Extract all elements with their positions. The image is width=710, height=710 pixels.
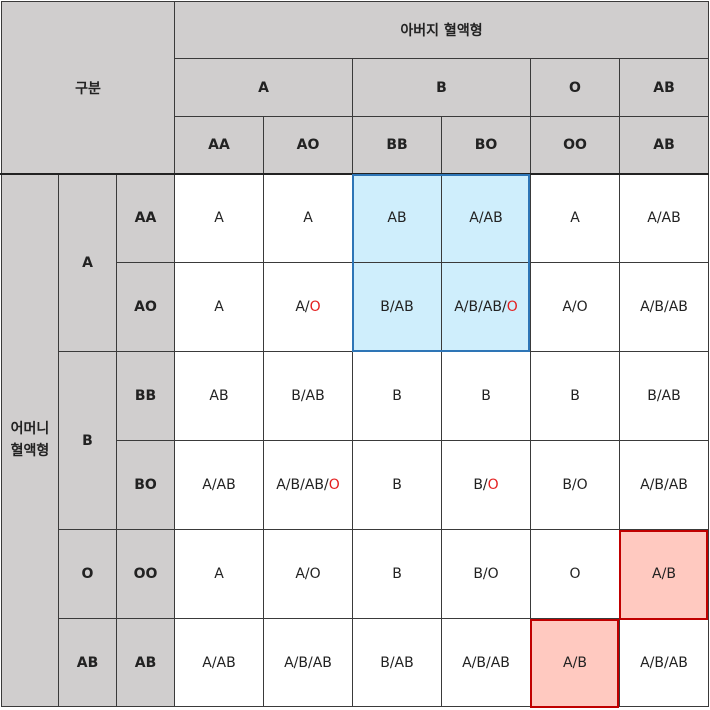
mother-type-a: A xyxy=(58,173,117,352)
mother-genotype-bb: BB xyxy=(116,351,175,441)
mother-title-line2: 혈액형 xyxy=(10,443,50,459)
mother-genotype-ab: AB xyxy=(116,618,175,707)
father-type-a: A xyxy=(174,58,353,117)
result-cell: A xyxy=(530,173,620,263)
mother-genotype-bo: BO xyxy=(116,440,175,530)
mother-genotype-aa: AA xyxy=(116,173,175,263)
father-blood-type-title: 아버지 혈액형 xyxy=(174,1,709,59)
result-cell-highlighted: A/B xyxy=(619,529,709,619)
result-cell: B/AB xyxy=(263,351,353,441)
result-cell: A xyxy=(263,173,353,263)
result-cell-highlighted: A/B xyxy=(530,618,620,707)
father-genotype-bb: BB xyxy=(352,116,442,174)
result-cell: A/AB xyxy=(619,173,709,263)
result-cell: B/O xyxy=(441,529,531,619)
result-cell-highlighted: B/AB xyxy=(352,262,442,352)
result-cell: A/B/AB xyxy=(263,618,353,707)
father-type-ab: AB xyxy=(619,58,709,117)
result-cell: B xyxy=(352,440,442,530)
result-cell: A/B/AB xyxy=(441,618,531,707)
mother-blood-type-title: 어머니 혈액형 xyxy=(1,173,59,707)
header-divider-line xyxy=(0,173,709,175)
result-cell: B xyxy=(530,351,620,441)
mother-type-o: O xyxy=(58,529,117,619)
father-type-b: B xyxy=(352,58,531,117)
result-cell: A/AB xyxy=(174,440,264,530)
father-genotype-ab: AB xyxy=(619,116,709,174)
result-cell: B xyxy=(352,351,442,441)
result-cell: A/O xyxy=(263,529,353,619)
father-genotype-ao: AO xyxy=(263,116,353,174)
father-genotype-aa: AA xyxy=(174,116,264,174)
mother-genotype-ao: AO xyxy=(116,262,175,352)
result-cell-highlighted: AB xyxy=(352,173,442,263)
father-genotype-oo: OO xyxy=(530,116,620,174)
corner-label: 구분 xyxy=(1,1,175,174)
result-cell: B/O xyxy=(530,440,620,530)
result-cell: B/AB xyxy=(619,351,709,441)
result-cell-highlighted: A/AB xyxy=(441,173,531,263)
result-cell: B/AB xyxy=(352,618,442,707)
result-cell: A xyxy=(174,529,264,619)
result-cell: A xyxy=(174,173,264,263)
father-genotype-bo: BO xyxy=(441,116,531,174)
mother-type-ab: AB xyxy=(58,618,117,707)
result-cell: A/B/AB xyxy=(619,262,709,352)
father-type-o: O xyxy=(530,58,620,117)
result-cell: A/B/AB/O xyxy=(263,440,353,530)
result-cell: O xyxy=(530,529,620,619)
result-cell: A xyxy=(174,262,264,352)
result-cell: B/O xyxy=(441,440,531,530)
result-cell: A/B/AB xyxy=(619,440,709,530)
result-cell: A/AB xyxy=(174,618,264,707)
result-cell: B xyxy=(441,351,531,441)
result-cell: B xyxy=(352,529,442,619)
result-cell: A/O xyxy=(530,262,620,352)
mother-title-line1: 어머니 xyxy=(10,421,50,437)
result-cell: A/O xyxy=(263,262,353,352)
mother-type-b: B xyxy=(58,351,117,530)
mother-genotype-oo: OO xyxy=(116,529,175,619)
result-cell-highlighted: A/B/AB/O xyxy=(441,262,531,352)
result-cell: A/B/AB xyxy=(619,618,709,707)
result-cell: AB xyxy=(174,351,264,441)
